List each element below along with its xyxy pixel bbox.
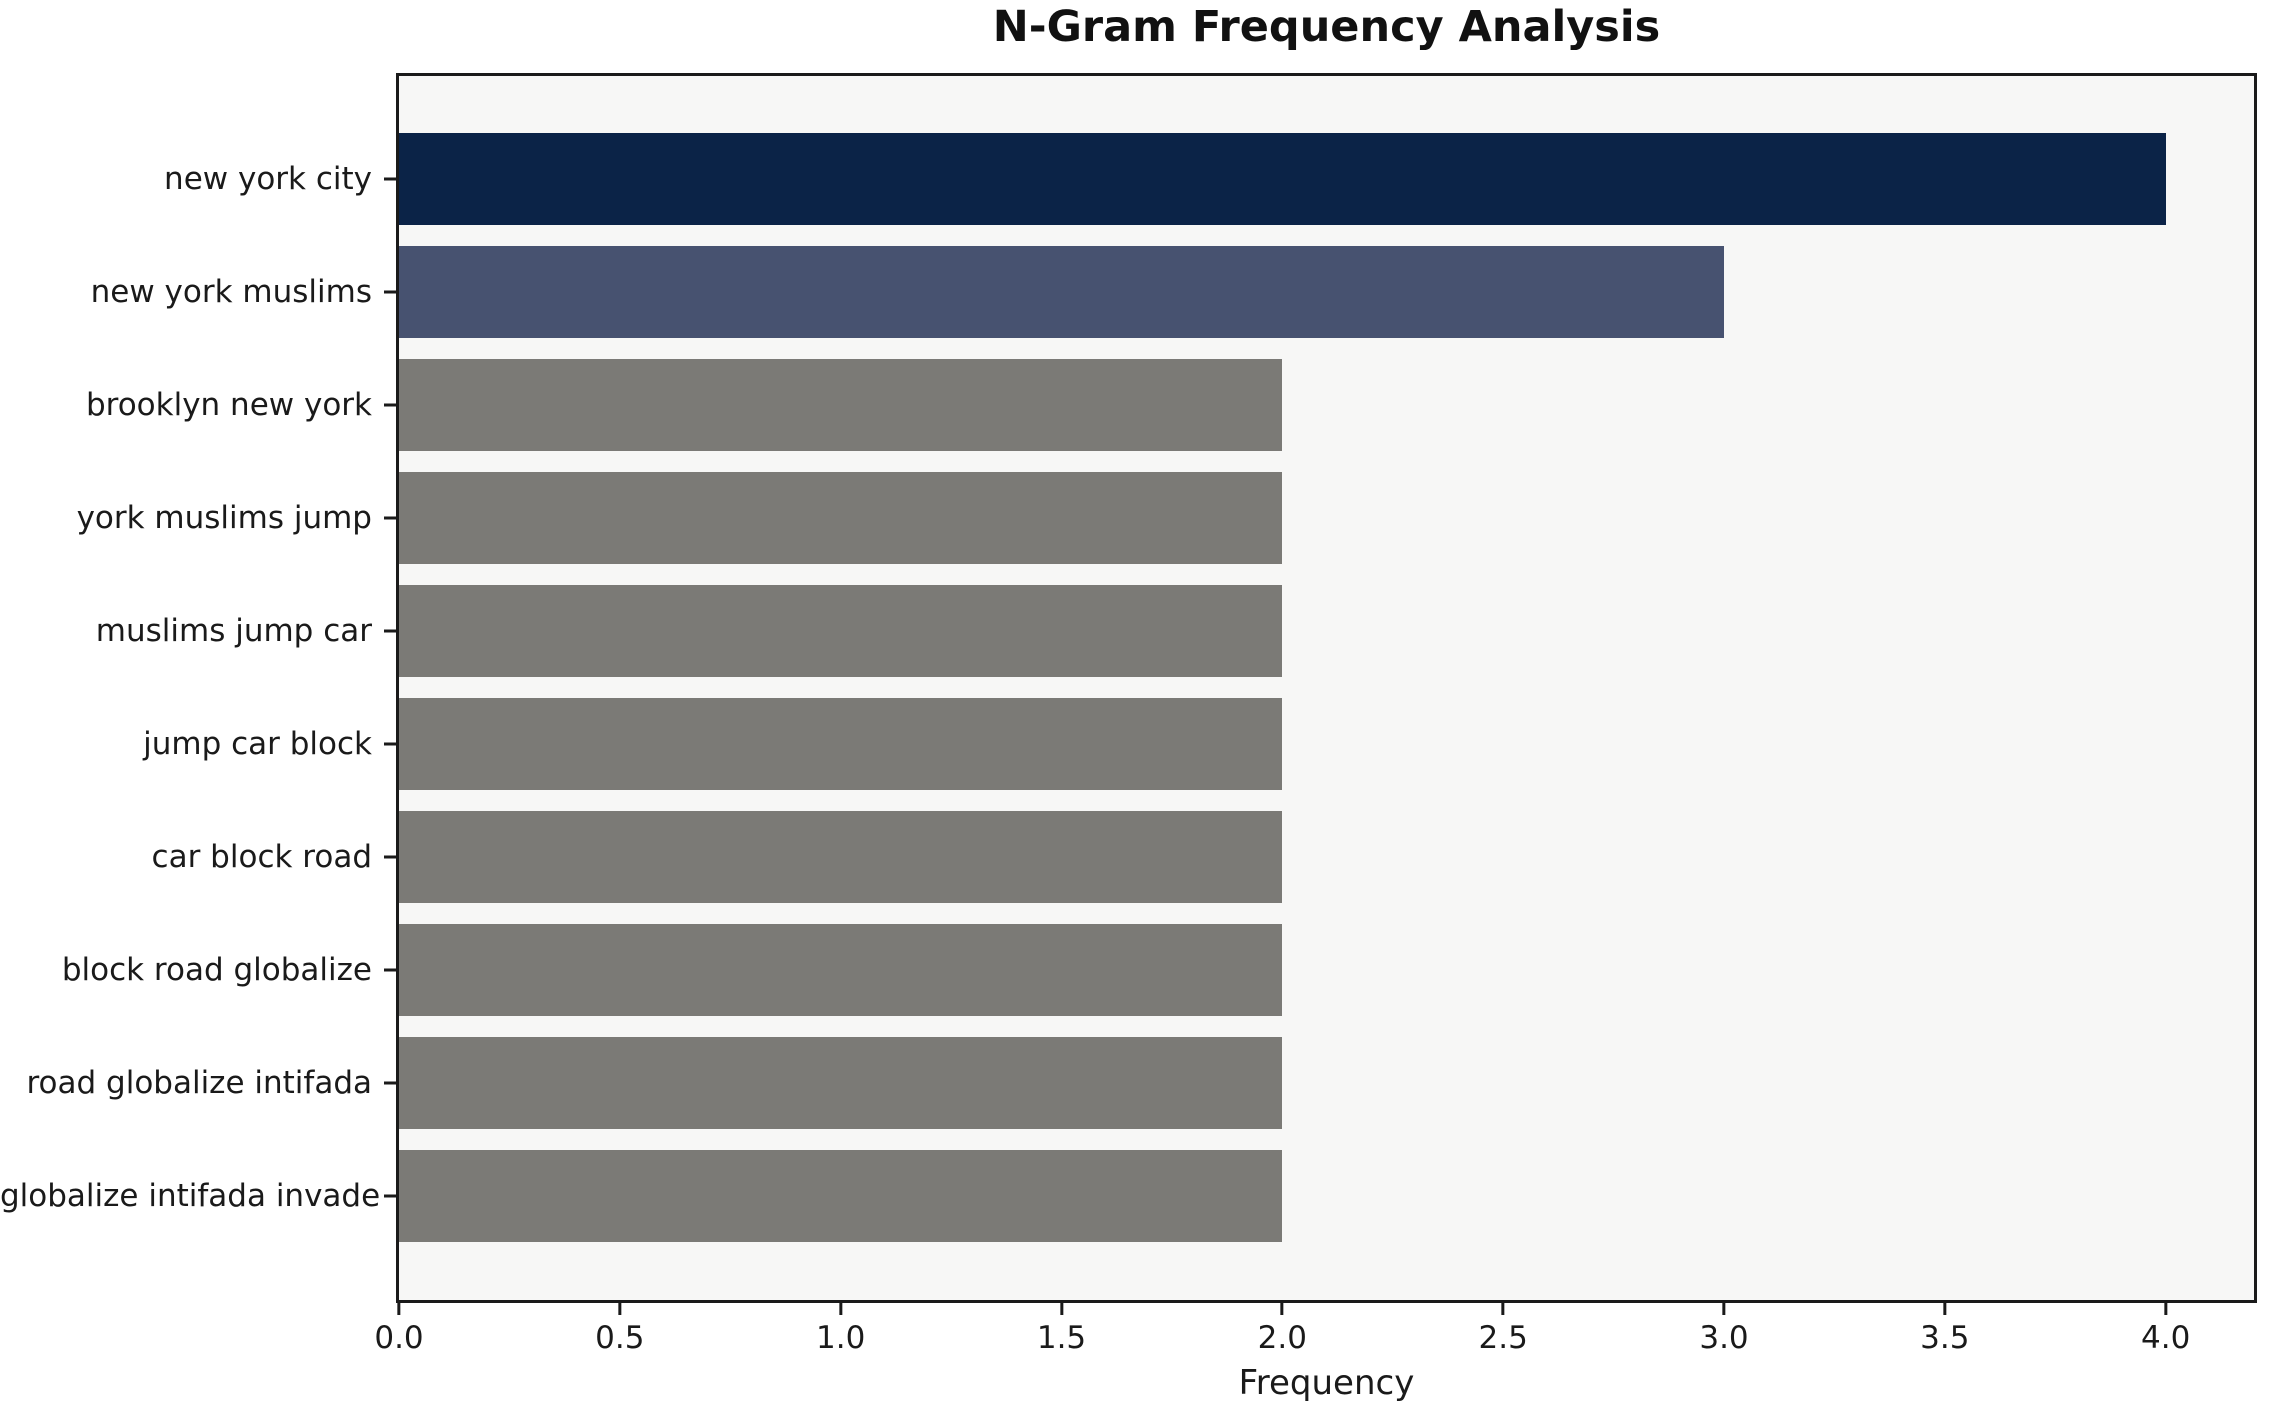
x-tick-mark <box>1280 1303 1284 1315</box>
x-tick: 3.0 <box>1699 1303 1749 1356</box>
bar <box>399 133 2166 226</box>
y-tick-mark <box>384 177 396 181</box>
y-tick-mark <box>384 742 396 746</box>
y-tick-label: muslims jump car <box>95 613 372 650</box>
y-tick-mark <box>384 1081 396 1085</box>
x-tick: 0.5 <box>595 1303 644 1356</box>
y-tick-label: brooklyn new york <box>85 387 372 424</box>
x-tick-label: 3.5 <box>1920 1320 1970 1356</box>
x-tick-label: 2.5 <box>1478 1320 1528 1356</box>
y-tick-mark <box>384 968 396 972</box>
bar <box>399 810 1283 903</box>
x-tick-mark <box>839 1303 843 1315</box>
x-tick-label: 2.0 <box>1257 1320 1307 1356</box>
x-tick-mark <box>1722 1303 1726 1315</box>
x-tick: 0.0 <box>374 1303 424 1356</box>
x-tick-mark <box>1501 1303 1505 1315</box>
x-tick: 2.0 <box>1258 1303 1307 1356</box>
chart-row: jump car block <box>0 688 2257 801</box>
y-tick-mark <box>384 855 396 859</box>
chart-row: car block road <box>0 800 2257 913</box>
x-tick-mark <box>397 1303 401 1315</box>
x-tick-label: 1.0 <box>816 1320 866 1356</box>
y-tick-mark <box>384 629 396 633</box>
y-tick-mark <box>384 290 396 294</box>
y-tick-label: new york muslims <box>90 274 372 311</box>
chart-row: block road globalize <box>0 913 2257 1026</box>
chart-row: new york city <box>0 123 2257 236</box>
bar <box>399 585 1283 678</box>
x-tick-mark <box>618 1303 622 1315</box>
y-tick-mark <box>384 516 396 520</box>
bar <box>399 1036 1283 1129</box>
x-tick-label: 3.0 <box>1699 1320 1749 1356</box>
x-tick: 2.5 <box>1479 1303 1528 1356</box>
chart-title: N-Gram Frequency Analysis <box>992 2 1661 52</box>
x-tick-label: 0.0 <box>374 1320 424 1356</box>
y-tick-label: globalize intifada invade <box>0 1177 381 1214</box>
x-tick-label: 0.5 <box>595 1320 645 1356</box>
bar <box>399 246 1724 339</box>
x-tick: 4.0 <box>2141 1303 2190 1356</box>
y-tick-label: jump car block <box>143 725 372 762</box>
y-tick-label: new york city <box>164 161 372 198</box>
y-tick-mark <box>384 403 396 407</box>
x-tick-label: 1.5 <box>1036 1320 1087 1356</box>
x-tick: 1.5 <box>1037 1303 1086 1356</box>
chart-row: york muslims jump <box>0 462 2257 575</box>
x-axis: 0.0 0.5 1.0 1.5 2.0 2.5 3.0 3.5 4.0 <box>374 1303 2257 1363</box>
chart-area: new york city new york muslims brooklyn ne… <box>0 73 2257 1303</box>
y-tick-mark <box>384 1194 396 1198</box>
chart-row: brooklyn new york <box>0 349 2257 462</box>
chart-row: muslims jump car <box>0 575 2257 688</box>
chart-row: globalize intifada invade <box>0 1139 2257 1252</box>
chart-row: new york muslims <box>0 236 2257 349</box>
bar-rows: new york city new york muslims brooklyn ne… <box>0 73 2257 1303</box>
x-tick-mark <box>1943 1303 1947 1315</box>
chart-row: road globalize intifada <box>0 1026 2257 1139</box>
bar <box>399 359 1283 452</box>
y-tick-label: road globalize intifada <box>26 1064 372 1101</box>
x-axis-label: Frequency <box>1238 1363 1415 1403</box>
bar <box>399 697 1283 790</box>
y-tick-label: block road globalize <box>61 951 372 988</box>
x-tick-mark <box>2164 1303 2168 1315</box>
x-tick: 1.0 <box>816 1303 865 1356</box>
y-tick-label: car block road <box>151 838 372 875</box>
y-tick-label: york muslims jump <box>76 500 372 537</box>
x-tick: 3.5 <box>1920 1303 1969 1356</box>
bar <box>399 472 1283 565</box>
x-tick-mark <box>1060 1303 1063 1315</box>
bar <box>399 1149 1283 1242</box>
x-tick-label: 4.0 <box>2141 1320 2191 1356</box>
bar <box>399 923 1283 1016</box>
